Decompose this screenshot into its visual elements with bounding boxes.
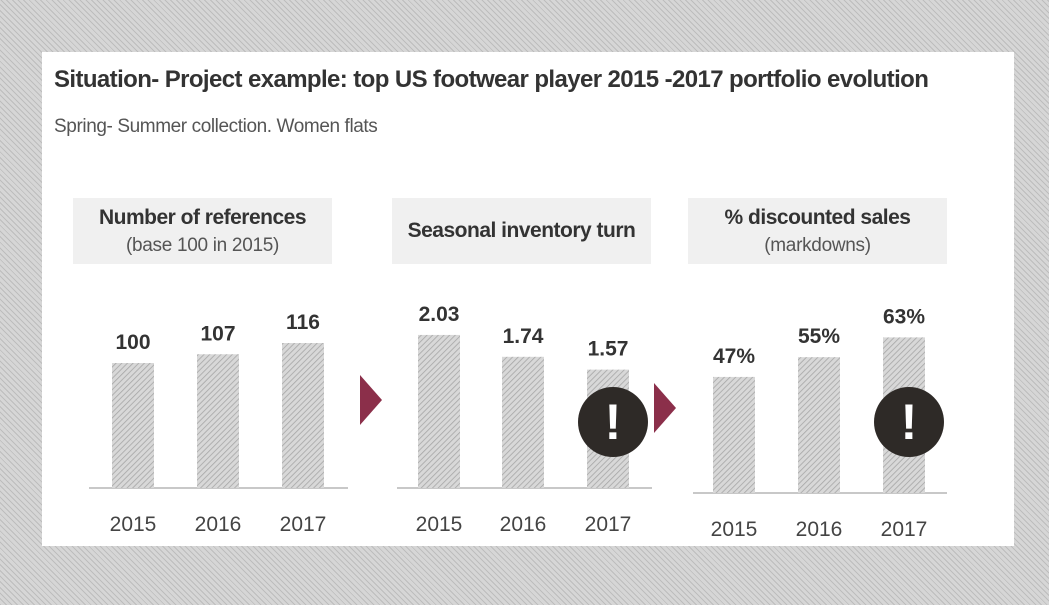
bar [798,357,840,493]
panel-subtitle-discounts: (markdowns) [764,234,871,256]
exclamation-circle-icon [874,387,944,457]
tick-label: 2017 [585,513,632,536]
tick-label: 2015 [711,518,758,541]
tick-label: 2015 [416,513,463,536]
slide-subtitle: Spring- Summer collection. Women flats [54,116,378,137]
bar [713,376,755,493]
bar [282,343,324,488]
panel-title-references: Number of references [98,205,307,229]
tick-label: 2015 [110,513,157,536]
panel-header-discounts: % discounted sales (markdowns) [688,198,947,264]
panel-title-inventory: Seasonal inventory turn [407,219,636,242]
data-label: 1.74 [503,325,544,348]
panel-title-discounts: % discounted sales [724,205,911,229]
data-label: 55% [798,325,840,348]
exclamation-circle-icon [578,387,648,457]
bar [502,356,544,488]
data-label: 63% [883,305,925,328]
tick-label: 2017 [881,518,928,541]
arrow-right-icon [360,375,382,425]
data-label: 1.57 [588,338,629,361]
data-label: 2.03 [419,303,460,326]
bar [418,334,460,488]
tick-label: 2016 [195,513,242,536]
panel-header-inventory: Seasonal inventory turn [392,198,651,264]
tick-label: 2016 [796,518,843,541]
slide-card: Situation- Project example: top US footw… [42,52,1014,546]
bar [112,363,154,488]
data-label: 116 [286,311,320,334]
tick-label: 2017 [280,513,327,536]
data-label: 47% [713,345,755,368]
data-label: 100 [115,331,150,354]
data-label: 107 [200,322,235,345]
tick-label: 2016 [500,513,547,536]
panel-header-references: Number of references (base 100 in 2015) [73,198,332,264]
arrow-right-icon [654,383,676,433]
alert-symbol: ! [901,394,918,450]
panel-subtitle-references: (base 100 in 2015) [125,234,280,256]
slide-title: Situation- Project example: top US footw… [54,66,929,93]
bar-charts: 100 2015 107 2016 116 2017 2.03 2015 1.74 2016 1.5… [89,303,947,541]
bar [197,354,239,488]
alert-symbol: ! [605,394,622,450]
